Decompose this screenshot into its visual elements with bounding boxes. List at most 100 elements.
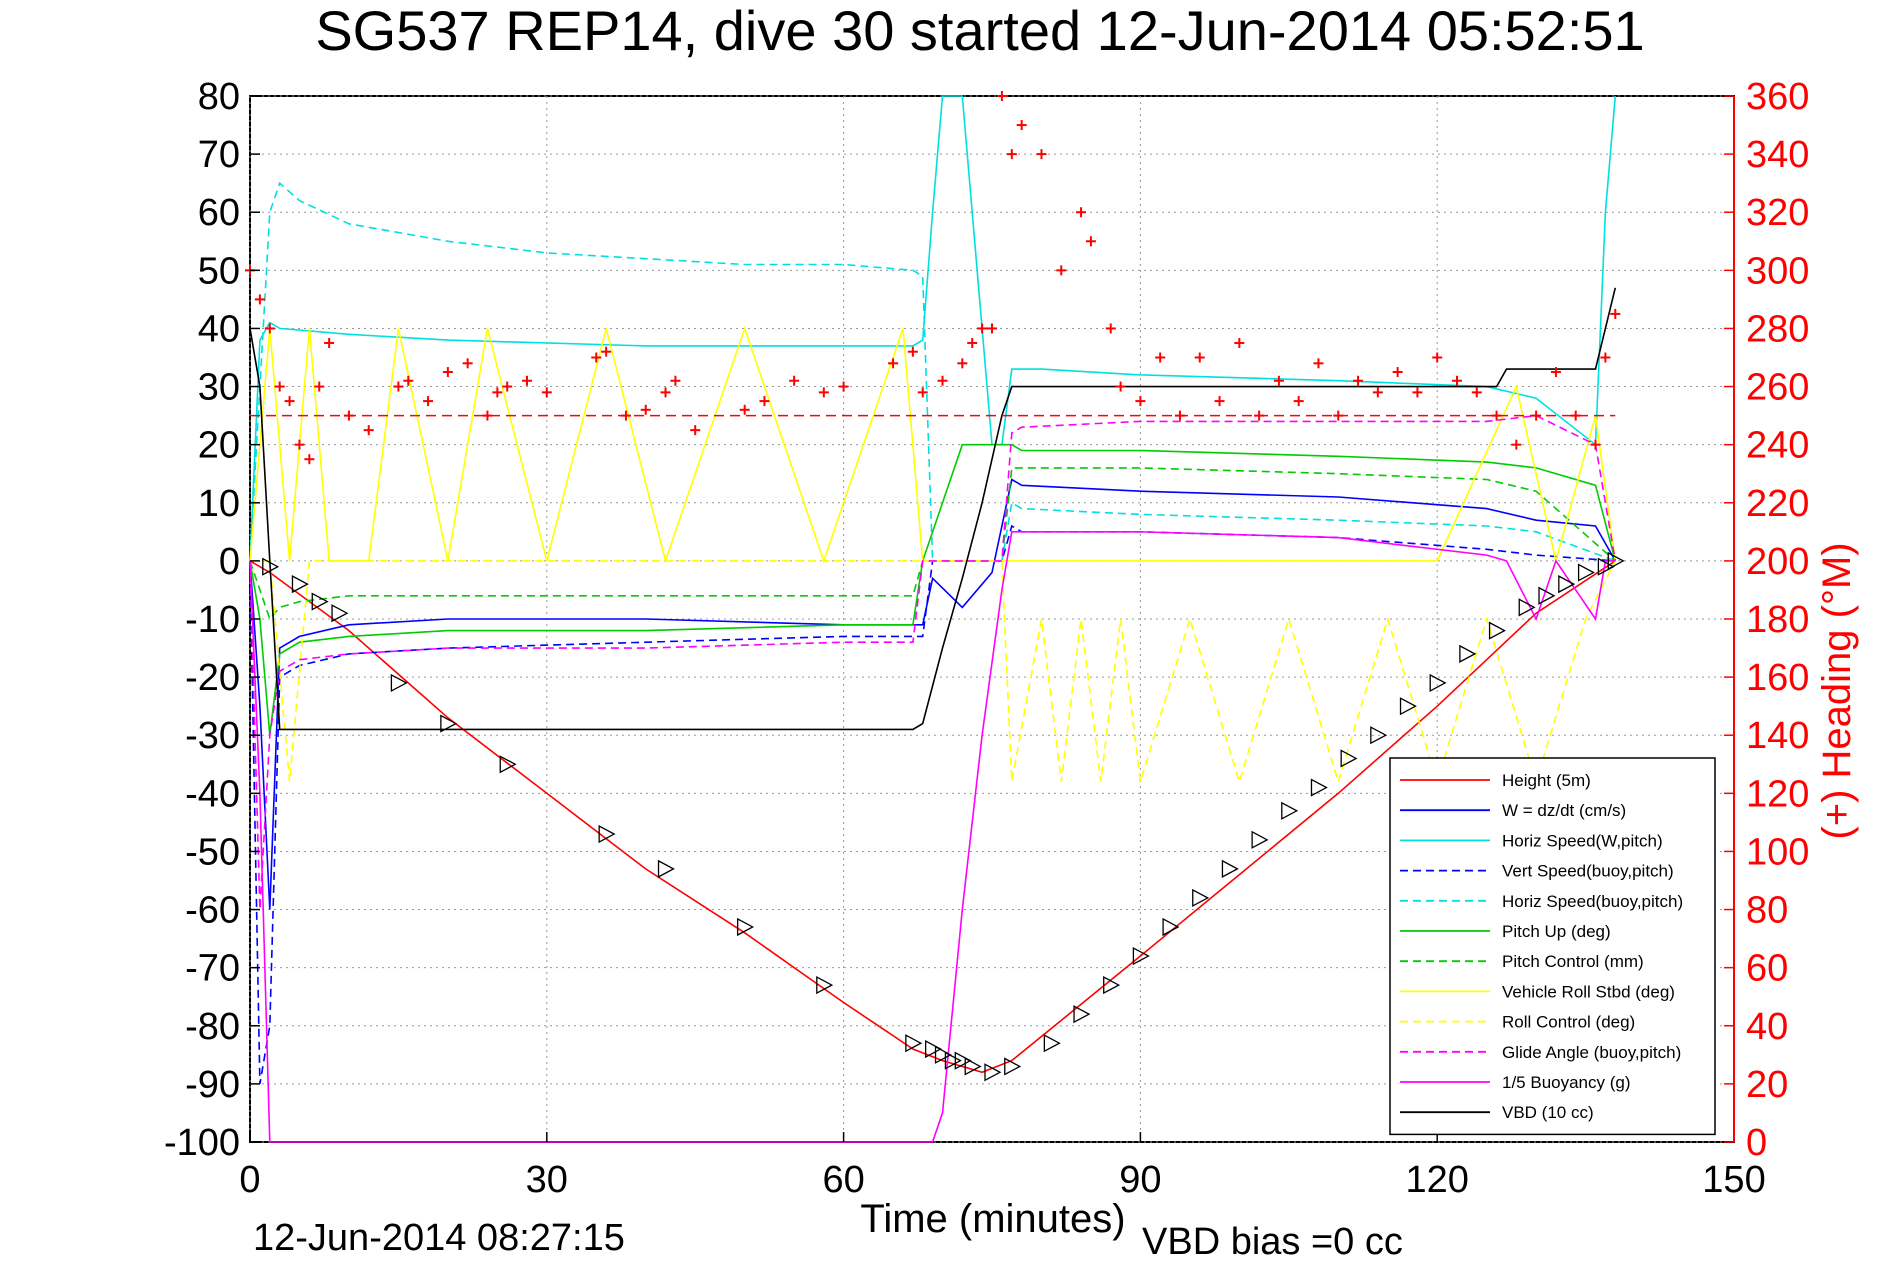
y-tick-label: -20 (185, 657, 240, 699)
legend: Height (5m) W = dz/dt (cm/s) Horiz Speed(W… (1389, 757, 1716, 1136)
heading-point (838, 381, 849, 392)
y-tick-label: 30 (198, 367, 240, 409)
height-marker (1488, 621, 1506, 640)
heading-point (1333, 410, 1344, 421)
heading-point (1076, 207, 1087, 218)
height-marker (1597, 557, 1615, 576)
series-line (249, 530, 1616, 1143)
heading-point (1471, 387, 1482, 398)
y-tick-label: -10 (185, 599, 240, 641)
y-tick-label: 80 (198, 76, 240, 118)
heading-point (1036, 149, 1047, 160)
y2-tick-label: 220 (1746, 483, 1809, 525)
heading-point (620, 410, 631, 421)
heading-point (1016, 120, 1027, 131)
y2-tick-label: 320 (1746, 192, 1809, 234)
heading-point (363, 425, 374, 436)
legend-label: Pitch Control (mm) (1502, 952, 1644, 971)
heading-point (462, 358, 473, 369)
heading-point (522, 375, 533, 386)
height-marker (440, 714, 458, 733)
legend-label: W = dz/dt (cm/s) (1502, 801, 1626, 820)
heading-point (482, 410, 493, 421)
height-marker (1370, 726, 1388, 745)
heading-point (1056, 265, 1067, 276)
legend-label: Vert Speed(buoy,pitch) (1502, 862, 1674, 881)
heading-point (1135, 396, 1146, 407)
heading-point (324, 337, 335, 348)
chart-title: SG537 REP14, dive 30 started 12-Jun-2014… (315, 0, 1644, 62)
height-marker (1132, 946, 1150, 966)
series-line (249, 560, 1616, 1074)
heading-point (789, 375, 800, 386)
legend-label: Vehicle Roll Stbd (deg) (1502, 982, 1675, 1001)
heading-point (640, 404, 651, 415)
series-line (250, 560, 1617, 785)
heading-point (423, 396, 434, 407)
height-marker (1221, 859, 1239, 878)
y-tick-label: 50 (198, 250, 240, 292)
y2-tick-label: 60 (1746, 948, 1788, 990)
heading-point (284, 396, 295, 407)
height-marker (816, 976, 834, 995)
height-marker (1103, 976, 1121, 995)
height-triangle-markers (262, 551, 1625, 1082)
y2-tick-label: 80 (1746, 890, 1788, 932)
height-marker (984, 1063, 1002, 1082)
heading-point (977, 323, 988, 334)
y2-tick-label: 360 (1746, 76, 1809, 118)
series-line (249, 467, 1616, 621)
legend-label: Roll Control (deg) (1502, 1013, 1635, 1032)
footer-vbd-bias: VBD bias =0 cc (1142, 1221, 1403, 1262)
heading-point (1115, 381, 1126, 392)
height-marker (1192, 888, 1210, 908)
heading-point (1273, 375, 1284, 386)
heading-point (601, 346, 612, 357)
heading-point (937, 375, 948, 386)
y-tick-label: 70 (198, 134, 240, 176)
height-marker (311, 592, 329, 611)
height-marker (1251, 830, 1269, 849)
heading-point (442, 367, 453, 378)
y-tick-label: 0 (219, 541, 240, 583)
height-marker (954, 1051, 972, 1070)
heading-point (274, 381, 285, 392)
height-marker (1399, 697, 1417, 716)
height-marker (1558, 575, 1576, 594)
y2-tick-label: 300 (1746, 250, 1809, 292)
heading-point (1194, 352, 1205, 363)
heading-point (393, 381, 404, 392)
series-line (249, 287, 1617, 731)
heading-point (492, 387, 503, 398)
height-marker (905, 1034, 923, 1053)
series-line (249, 414, 1617, 910)
height-marker (924, 1039, 943, 1059)
heading-point (987, 323, 997, 334)
heading-point (1155, 352, 1166, 363)
x-tick-label: 120 (1405, 1159, 1468, 1201)
heading-point (304, 454, 315, 465)
heading-point (670, 375, 681, 386)
heading-point (1293, 396, 1304, 407)
heading-point (1600, 352, 1611, 363)
x-tick-label: 60 (822, 1159, 864, 1201)
height-marker (262, 557, 280, 576)
y2-tick-label: 260 (1746, 367, 1809, 409)
heading-point (294, 439, 305, 450)
y2-tick-label: 160 (1746, 657, 1809, 699)
height-marker (737, 917, 755, 937)
heading-point (591, 352, 602, 363)
heading-point (1174, 410, 1185, 421)
height-marker (944, 1051, 962, 1070)
height-marker (1607, 551, 1625, 570)
heading-point (1432, 352, 1443, 363)
heading-point (314, 381, 325, 392)
heading-point (264, 323, 275, 334)
height-marker (1538, 586, 1556, 605)
height-marker (331, 604, 349, 623)
heading-point (343, 410, 354, 421)
heading-point (1451, 375, 1462, 386)
legend-label: Height (5m) (1502, 771, 1591, 790)
heading-point (541, 387, 552, 398)
